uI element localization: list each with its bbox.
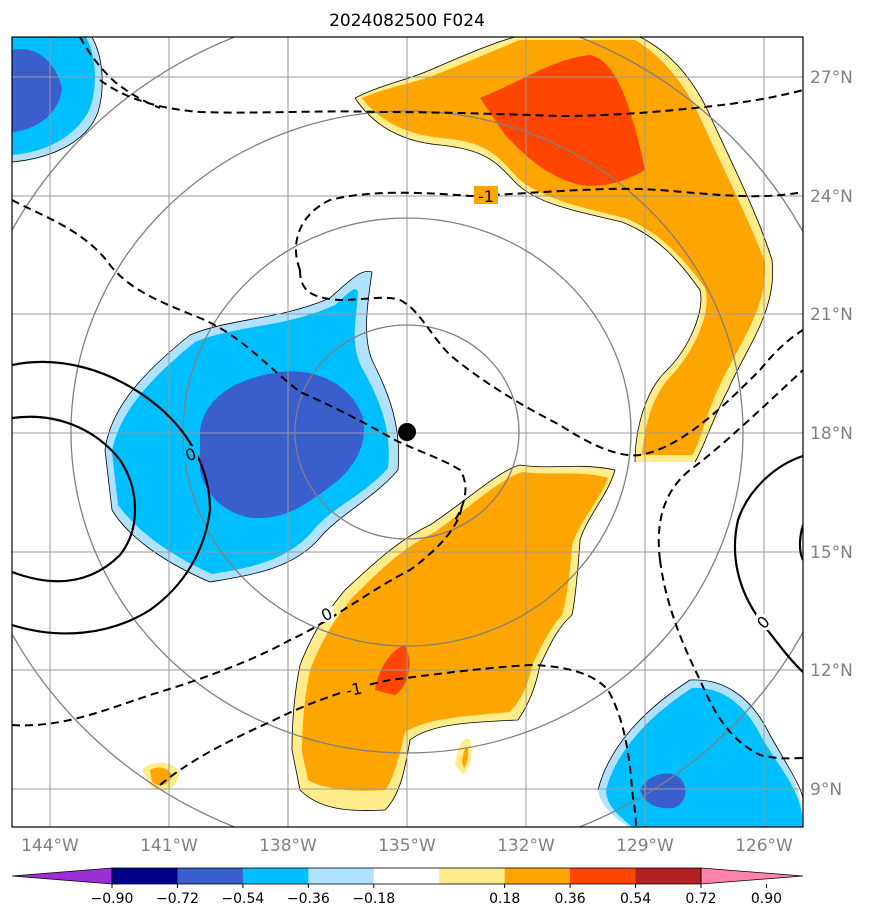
colorbar-extend-low (11, 867, 113, 885)
colorbar-segment (635, 868, 702, 884)
anomaly-fill-north (355, 37, 773, 462)
shading-outlines (12, 37, 803, 812)
lat-tick-label: 24°N (810, 187, 853, 207)
colorbar-tick-label: −0.54 (221, 891, 264, 907)
colorbar-tick-label: −0.36 (287, 891, 330, 907)
anomaly-fill-nw (12, 37, 103, 162)
lon-tick-label: 126°W (735, 836, 793, 856)
lon-tick-label: 129°W (616, 836, 674, 856)
lon-tick-label: 135°W (378, 836, 436, 856)
colorbar-tick-label: −0.18 (352, 891, 395, 907)
colorbar-tick-label: 0.72 (685, 891, 716, 907)
colorbar-segment (242, 868, 309, 884)
lon-tick-label: 141°W (140, 836, 198, 856)
colorbar: −0.90 −0.72 −0.54 −0.36 −0.18 0.18 0.36 0.54 0.7… (11, 867, 804, 907)
lon-tick-label: 138°W (259, 836, 317, 856)
lat-tick-label: 21°N (810, 305, 853, 325)
storm-center-dot (398, 423, 416, 441)
lon-tick-label: 144°W (21, 836, 79, 856)
colorbar-segment (504, 868, 571, 884)
contour-label-minus-one-north: -1 (478, 187, 494, 206)
plot-title: 2024082500 F024 (329, 11, 485, 31)
colorbar-tick-label: 0.54 (620, 891, 651, 907)
contour-label-minus-one-south: -1 (344, 679, 364, 701)
colorbar-segment (439, 868, 506, 884)
colorbar-segment (177, 868, 244, 884)
map-frame (11, 36, 804, 828)
colorbar-extend-high (700, 867, 804, 885)
anomaly-fill-center-negative (105, 271, 399, 582)
colorbar-tick-label: −0.90 (91, 891, 134, 907)
lat-tick-labels: 27°N 24°N 21°N 18°N 15°N 12°N 9°N (810, 68, 853, 800)
colorbar-tick-label: 0.36 (555, 891, 586, 907)
colorbar-segment (308, 868, 375, 884)
colorbar-segment (373, 868, 440, 884)
lat-tick-label: 12°N (810, 661, 853, 681)
colorbar-tick-label: 0.18 (489, 891, 520, 907)
lat-tick-label: 27°N (810, 68, 853, 88)
lat-tick-label: 15°N (810, 543, 853, 563)
map-panel: 0 0 0 -1 -1 (12, 37, 803, 827)
colorbar-frame (111, 867, 702, 885)
colorbar-tick-label: −0.72 (156, 891, 199, 907)
lat-tick-label: 18°N (810, 424, 853, 444)
colorbar-segment (570, 868, 637, 884)
colorbar-tick-label: 0.90 (751, 891, 782, 907)
colorbar-segment (112, 868, 178, 884)
lat-tick-label: 9°N (810, 780, 842, 800)
solid-contours (12, 360, 803, 673)
lon-tick-label: 132°W (497, 836, 555, 856)
anomaly-fill-se (598, 679, 803, 827)
contour-labels: 0 0 0 -1 -1 (183, 186, 774, 700)
lon-tick-labels: 144°W 141°W 138°W 135°W 132°W 129°W 126°… (21, 836, 793, 856)
gridlines (12, 37, 803, 827)
dashed-contours (12, 37, 803, 827)
